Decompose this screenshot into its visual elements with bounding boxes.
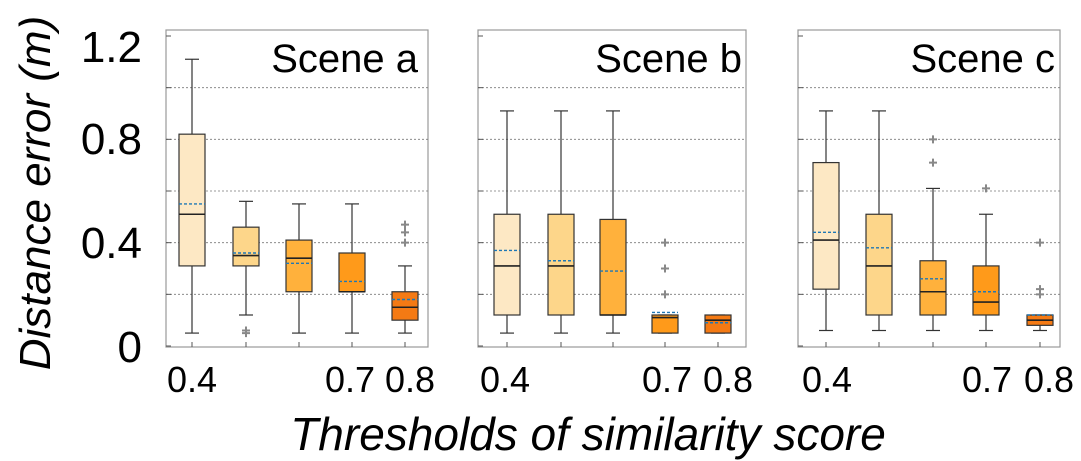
outlier-1 [242,326,250,335]
box-a-0.4 [178,58,206,334]
box-body [972,265,1000,316]
box-b-0.6 [599,110,627,334]
x-tick-label-c-0.8: 0.8 [1024,359,1074,400]
box-a-0.5 [232,200,260,338]
box-b-0.5 [547,110,575,334]
y-tick-label-0.4: 0.4 [81,219,142,268]
box-a-0.7 [338,203,366,334]
outlier-0 [401,238,409,247]
y-tick-label-0: 0 [118,323,142,372]
panel-title-scene-b: Scene b [595,37,742,81]
x-tick-label-c-0.4: 0.4 [802,359,852,400]
outlier-2 [1036,238,1044,247]
outlier-0 [929,158,937,167]
outlier-0 [982,184,990,193]
panel-scene-c: Scene c [797,29,1061,348]
y-tick-label-1.2: 1.2 [81,23,142,72]
box-body [547,213,575,316]
plot-frame-b [477,29,747,348]
box-body [493,213,521,316]
outlier-2 [661,238,669,247]
panel-title-scene-a: Scene a [271,37,419,81]
y-axis-label: Distance error (m) [11,16,60,371]
box-body [391,291,419,321]
panel-title-scene-c: Scene c [910,37,1055,81]
x-tick-label-b-0.8: 0.8 [703,359,753,400]
plot-frame-a [165,29,429,348]
outlier-1 [1036,285,1044,294]
x-tick-label-b-0.4: 0.4 [480,359,530,400]
x-tick-label-c-0.7: 0.7 [962,359,1012,400]
outlier-1 [401,228,409,237]
box-body [599,218,627,316]
outlier-0 [661,290,669,299]
box-body [865,213,893,316]
x-tick-label-a-0.4: 0.4 [167,359,217,400]
y-tick-labels: 0 0.4 0.8 1.2 [81,23,142,372]
y-tick-label-0.8: 0.8 [81,115,142,164]
box-c-0.6 [919,135,947,332]
x-tick-labels-scene-c: 0.4 0.7 0.8 [802,359,1074,400]
box-c-0.5 [865,110,893,332]
box-body [178,133,206,267]
box-c-0.8 [1026,238,1054,332]
box-body [232,226,260,267]
outlier-1 [661,264,669,273]
x-axis-label: Thresholds of similarity score [290,408,886,460]
box-a-0.6 [285,203,313,334]
x-tick-labels-scene-b: 0.4 0.7 0.8 [480,359,753,400]
panel-scene-b: Scene b [477,29,747,348]
box-body [704,314,732,334]
x-tick-label-a-0.7: 0.7 [325,359,375,400]
box-body [338,252,366,293]
box-c-0.7 [972,184,1000,332]
x-tick-label-a-0.8: 0.8 [385,359,435,400]
outlier-1 [929,135,937,144]
box-body [651,314,679,334]
box-body [812,161,840,290]
box-b-0.7 [651,238,679,334]
box-a-0.8 [391,220,419,334]
x-tick-labels-scene-a: 0.4 0.7 0.8 [167,359,435,400]
box-b-0.8 [704,314,732,334]
box-body [285,239,313,293]
box-body [919,260,947,316]
box-c-0.4 [812,110,840,332]
box-b-0.4 [493,110,521,334]
panel-scene-a: Scene a [165,29,429,348]
plot-frame-c [797,29,1061,348]
outlier-2 [401,220,409,229]
x-tick-label-b-0.7: 0.7 [642,359,692,400]
